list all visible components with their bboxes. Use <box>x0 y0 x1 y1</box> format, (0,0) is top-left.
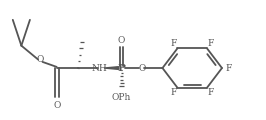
Text: F: F <box>207 88 214 97</box>
Text: OPh: OPh <box>112 93 131 102</box>
Text: O: O <box>53 101 61 110</box>
Polygon shape <box>104 67 119 69</box>
Text: F: F <box>226 63 232 72</box>
Text: O: O <box>138 63 146 72</box>
Text: F: F <box>171 39 177 48</box>
Text: F: F <box>207 39 214 48</box>
Text: O: O <box>36 55 44 64</box>
Text: P: P <box>118 63 126 72</box>
Text: F: F <box>171 88 177 97</box>
Text: O: O <box>118 36 125 45</box>
Text: NH: NH <box>92 63 107 72</box>
